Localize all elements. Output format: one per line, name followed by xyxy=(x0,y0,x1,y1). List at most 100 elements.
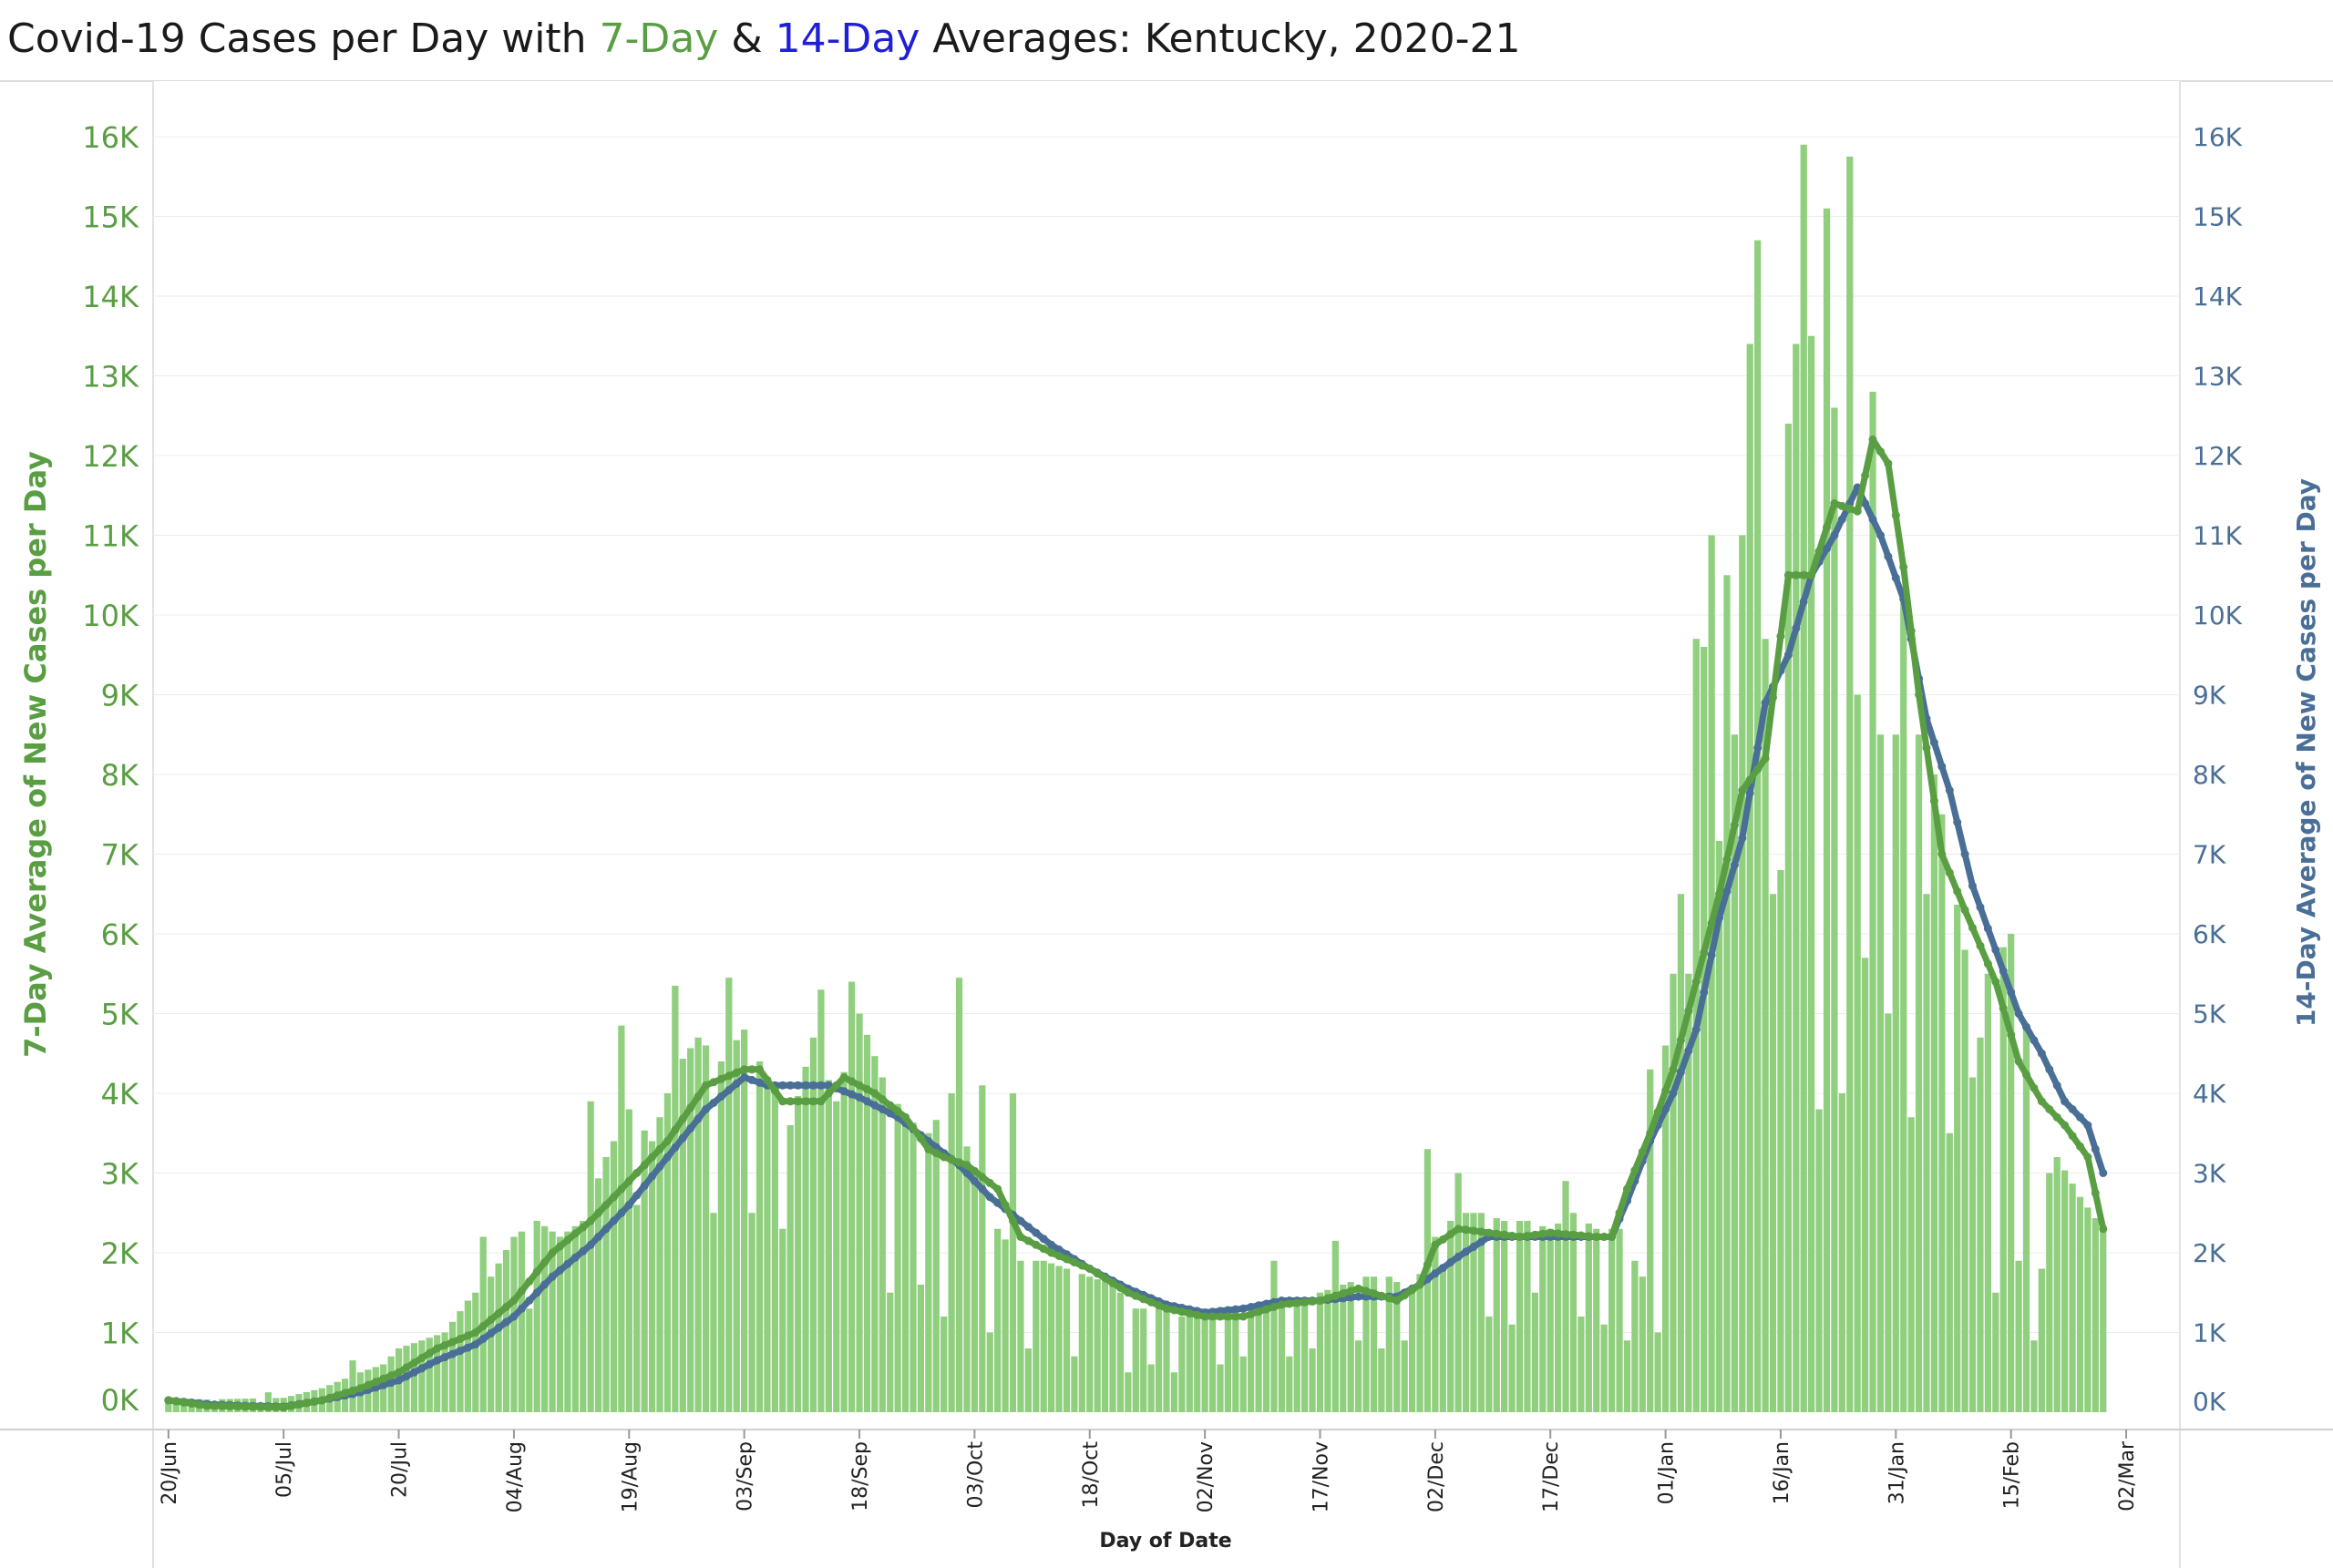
fourteen-day-average-point xyxy=(663,1153,672,1162)
fourteen-day-average-point xyxy=(1707,950,1716,959)
daily-case-bar xyxy=(1140,1308,1147,1412)
seven-day-average-point xyxy=(1554,1229,1563,1238)
seven-day-average-point xyxy=(2052,1112,2061,1122)
daily-case-bar xyxy=(1984,973,1991,1412)
fourteen-day-average-point xyxy=(2014,1009,2023,1018)
daily-case-bar xyxy=(1968,1077,1977,1412)
fourteen-day-average-point xyxy=(878,1105,887,1113)
seven-day-average-point xyxy=(556,1242,564,1251)
daily-case-bar xyxy=(580,1221,587,1412)
seven-day-average-point xyxy=(1162,1304,1171,1313)
daily-case-bar xyxy=(1094,1279,1101,1412)
daily-case-bar xyxy=(1086,1276,1094,1412)
fourteen-day-average-point xyxy=(1223,1306,1232,1315)
seven-day-average-point xyxy=(563,1235,572,1245)
daily-case-bar xyxy=(541,1225,549,1412)
fourteen-day-average-point xyxy=(409,1368,418,1377)
daily-case-bar xyxy=(733,1040,740,1412)
seven-day-average-point xyxy=(1200,1312,1209,1321)
fourteen-day-average-point xyxy=(2045,1065,2054,1074)
seven-day-average-point xyxy=(663,1137,672,1145)
seven-day-average-point xyxy=(755,1065,764,1074)
fourteen-day-average-point xyxy=(794,1081,803,1090)
seven-day-average-point xyxy=(624,1176,633,1185)
seven-day-average-point xyxy=(1899,563,1908,571)
daily-case-bar xyxy=(2030,1340,2038,1412)
fourteen-day-average-point xyxy=(570,1253,580,1262)
daily-case-bar xyxy=(1324,1289,1331,1412)
daily-case-bar xyxy=(656,1117,663,1412)
seven-day-average-point xyxy=(249,1402,257,1411)
fourteen-day-average-point xyxy=(863,1097,871,1106)
fourteen-day-average-point xyxy=(1431,1269,1440,1278)
seven-day-average-point xyxy=(263,1402,272,1411)
daily-case-bar xyxy=(594,1178,602,1412)
left-y-tick-label: 5K xyxy=(101,998,139,1032)
daily-case-bar xyxy=(1278,1300,1285,1412)
daily-case-bar xyxy=(1846,156,1854,1413)
seven-day-average-point xyxy=(2091,1188,2100,1197)
daily-case-bar xyxy=(610,1141,618,1412)
seven-day-average-point xyxy=(195,1400,203,1409)
fourteen-day-average-point xyxy=(1991,946,2000,954)
daily-case-bar xyxy=(1270,1260,1278,1412)
seven-day-average-point xyxy=(1722,855,1732,864)
seven-day-average-point xyxy=(655,1144,664,1153)
seven-day-average-point xyxy=(1615,1208,1624,1217)
fourteen-day-average-point xyxy=(2068,1105,2077,1113)
daily-case-bar xyxy=(1048,1263,1055,1412)
seven-day-average-point xyxy=(540,1258,550,1266)
seven-day-average-point xyxy=(1208,1312,1217,1321)
seven-day-average-point xyxy=(1485,1228,1494,1237)
daily-case-bar xyxy=(1977,1037,1984,1412)
seven-day-average-point xyxy=(187,1399,196,1408)
seven-day-average-point xyxy=(1016,1233,1025,1241)
seven-day-average-point xyxy=(1845,504,1855,513)
seven-day-average-point xyxy=(2022,1071,2030,1080)
daily-case-bar xyxy=(1923,894,1930,1412)
seven-day-average-point xyxy=(1370,1289,1378,1298)
daily-case-bar xyxy=(863,1034,871,1412)
daily-case-bar xyxy=(1762,639,1769,1412)
seven-day-average-point xyxy=(1009,1216,1017,1225)
seven-day-average-point xyxy=(1023,1236,1033,1245)
x-tick-label: 18/Sep xyxy=(849,1441,872,1512)
daily-case-bar xyxy=(986,1332,993,1412)
daily-case-bar xyxy=(1999,947,2007,1412)
seven-day-average-point xyxy=(1853,507,1862,516)
seven-day-average-point xyxy=(1077,1261,1086,1270)
left-y-tick-label: 0K xyxy=(101,1383,139,1418)
seven-day-average-point xyxy=(1500,1230,1509,1239)
seven-day-average-point xyxy=(1393,1296,1402,1305)
fourteen-day-average-point xyxy=(610,1216,618,1225)
fourteen-day-average-point xyxy=(624,1201,633,1209)
daily-case-bar xyxy=(679,1059,686,1412)
fourteen-day-average-point xyxy=(2061,1097,2070,1106)
daily-case-bar xyxy=(441,1332,448,1412)
seven-day-average-point xyxy=(1608,1233,1617,1241)
fourteen-day-average-point xyxy=(2030,1036,2039,1045)
seven-day-average-point xyxy=(671,1125,680,1134)
x-tick-label: 02/Dec xyxy=(1425,1441,1448,1512)
daily-case-bar xyxy=(1462,1213,1470,1412)
daily-case-bar xyxy=(1354,1340,1362,1412)
daily-case-bar xyxy=(1647,1069,1654,1412)
daily-case-bar xyxy=(448,1321,457,1412)
daily-case-bar xyxy=(1585,1223,1592,1412)
fourteen-day-average-point xyxy=(1700,988,1709,997)
daily-case-bar xyxy=(1547,1228,1554,1412)
seven-day-average-point xyxy=(740,1065,749,1074)
seven-day-average-point xyxy=(1400,1291,1409,1300)
daily-case-bar xyxy=(948,1093,955,1412)
seven-day-average-point xyxy=(1438,1235,1447,1244)
fourteen-day-average-point xyxy=(1039,1235,1048,1244)
daily-case-bar xyxy=(549,1231,556,1412)
seven-day-average-point xyxy=(478,1322,488,1330)
daily-case-bar xyxy=(1347,1282,1354,1412)
seven-day-average-point xyxy=(1223,1312,1232,1321)
seven-day-average-point xyxy=(924,1144,933,1153)
daily-case-bar xyxy=(526,1308,533,1412)
right-y-axis-ticks: 0K 1K 2K 3K 4K 5K 6K 7K 8K 9K 10K 11K 12K 13K 14K 15K 16… xyxy=(2193,122,2243,1417)
daily-case-bar xyxy=(840,1071,848,1412)
seven-day-average-point xyxy=(694,1092,703,1101)
